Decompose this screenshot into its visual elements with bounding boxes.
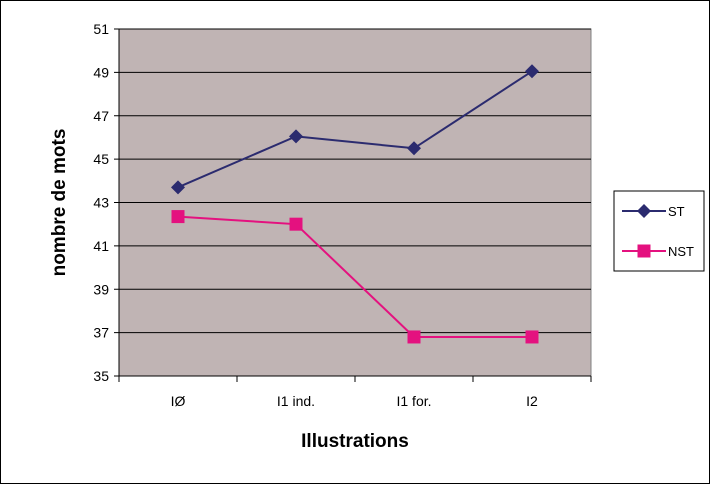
y-tick-label: 37	[93, 325, 109, 341]
x-tick-label: I2	[526, 393, 538, 409]
series-line	[177, 70, 533, 189]
y-tick-label: 41	[93, 238, 109, 254]
y-axis-title: nombre de mots	[49, 129, 70, 277]
series-st	[171, 64, 539, 195]
data-point	[289, 217, 303, 231]
data-point	[171, 210, 185, 224]
legend-label: NST	[668, 244, 694, 259]
legend-box	[613, 190, 705, 272]
x-tick-label: I1 for.	[396, 393, 431, 409]
data-point	[525, 64, 539, 79]
data-point	[171, 180, 185, 195]
data-point	[525, 330, 539, 344]
data-point	[407, 330, 421, 344]
x-tick-label: IØ	[171, 393, 186, 409]
series-nst	[171, 210, 539, 344]
y-tick-labels: 35 37 39 41 43 45 47 49 51	[93, 21, 109, 384]
x-tick-label: I1 ind.	[277, 393, 315, 409]
y-tick-label: 49	[93, 64, 109, 80]
legend: ST NST	[613, 190, 705, 272]
series-line	[177, 215, 532, 338]
y-tick-label: 51	[93, 21, 109, 37]
gridlines	[119, 28, 591, 334]
x-axis-title: Illustrations	[301, 431, 409, 452]
axes	[114, 28, 592, 382]
data-point	[289, 129, 303, 144]
series-layer	[171, 64, 539, 344]
y-tick-label: 43	[93, 195, 109, 211]
legend-item-st: ST	[622, 204, 685, 219]
y-tick-label: 35	[93, 368, 109, 384]
x-tick-labels: IØ I1 ind. I1 for. I2	[171, 393, 538, 409]
data-point	[407, 141, 421, 156]
y-tick-label: 39	[93, 281, 109, 297]
legend-marker	[637, 244, 651, 258]
legend-item-nst: NST	[622, 244, 694, 259]
legend-marker	[637, 204, 651, 218]
y-tick-label: 47	[93, 108, 109, 124]
y-tick-label: 45	[93, 151, 109, 167]
legend-label: ST	[668, 204, 685, 219]
